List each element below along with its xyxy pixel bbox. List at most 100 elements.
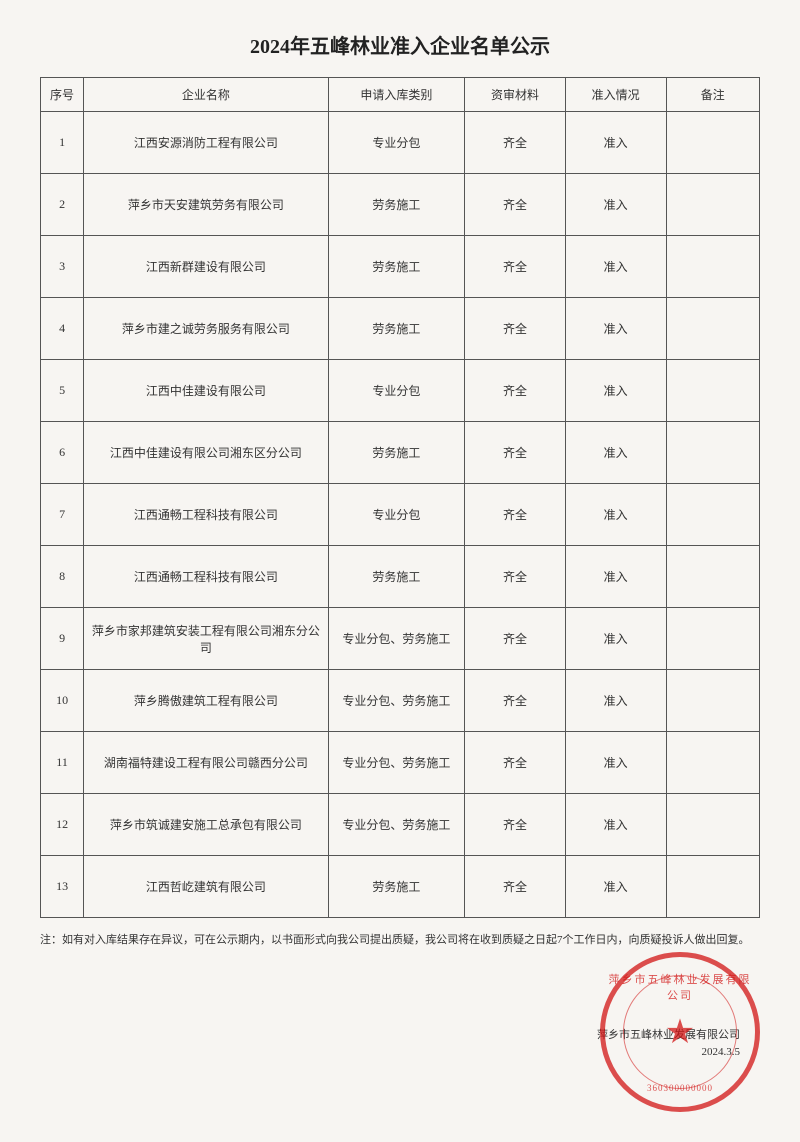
table-cell: 准入	[565, 174, 666, 236]
table-cell: 齐全	[465, 174, 566, 236]
table-cell: 8	[41, 546, 84, 608]
table-cell: 萍乡腾傲建筑工程有限公司	[84, 670, 328, 732]
table-row: 9萍乡市家邦建筑安装工程有限公司湘东分公司专业分包、劳务施工齐全准入	[41, 608, 760, 670]
table-cell: 齐全	[465, 298, 566, 360]
footnote-text: 注：如有对入库结果存在异议，可在公示期内，以书面形式向我公司提出质疑，我公司将在…	[40, 932, 760, 950]
table-cell: 11	[41, 732, 84, 794]
table-cell: 劳务施工	[328, 422, 465, 484]
table-cell: 准入	[565, 236, 666, 298]
table-cell: 齐全	[465, 546, 566, 608]
table-cell	[666, 174, 760, 236]
table-cell: 9	[41, 608, 84, 670]
table-cell: 齐全	[465, 422, 566, 484]
stamp-code-text: 360300000000	[605, 1083, 755, 1093]
table-cell: 劳务施工	[328, 174, 465, 236]
table-cell: 4	[41, 298, 84, 360]
table-cell: 专业分包	[328, 360, 465, 422]
table-row: 3江西新群建设有限公司劳务施工齐全准入	[41, 236, 760, 298]
col-header-name: 企业名称	[84, 78, 328, 112]
table-cell: 江西通畅工程科技有限公司	[84, 484, 328, 546]
table-cell: 准入	[565, 546, 666, 608]
table-cell: 2	[41, 174, 84, 236]
table-row: 13江西哲屹建筑有限公司劳务施工齐全准入	[41, 856, 760, 918]
col-header-seq: 序号	[41, 78, 84, 112]
table-cell: 7	[41, 484, 84, 546]
table-row: 7江西通畅工程科技有限公司专业分包齐全准入	[41, 484, 760, 546]
table-cell	[666, 546, 760, 608]
table-cell: 专业分包、劳务施工	[328, 794, 465, 856]
table-cell: 10	[41, 670, 84, 732]
table-cell: 劳务施工	[328, 546, 465, 608]
table-cell: 江西通畅工程科技有限公司	[84, 546, 328, 608]
table-cell: 准入	[565, 112, 666, 174]
table-cell: 江西新群建设有限公司	[84, 236, 328, 298]
table-cell: 齐全	[465, 360, 566, 422]
table-cell: 专业分包、劳务施工	[328, 670, 465, 732]
signature-company: 萍乡市五峰林业发展有限公司	[597, 1027, 740, 1045]
table-cell: 江西哲屹建筑有限公司	[84, 856, 328, 918]
table-cell: 准入	[565, 422, 666, 484]
table-cell: 齐全	[465, 112, 566, 174]
signature-block: 萍乡市五峰林业发展有限公司 2024.3.5	[597, 1027, 740, 1062]
table-cell: 劳务施工	[328, 236, 465, 298]
table-cell: 6	[41, 422, 84, 484]
table-cell	[666, 794, 760, 856]
table-cell: 专业分包	[328, 112, 465, 174]
table-row: 2萍乡市天安建筑劳务有限公司劳务施工齐全准入	[41, 174, 760, 236]
signature-date: 2024.3.5	[597, 1044, 740, 1062]
table-cell: 湖南福特建设工程有限公司赣西分公司	[84, 732, 328, 794]
table-row: 4萍乡市建之诚劳务服务有限公司劳务施工齐全准入	[41, 298, 760, 360]
table-row: 1江西安源消防工程有限公司专业分包齐全准入	[41, 112, 760, 174]
table-row: 11湖南福特建设工程有限公司赣西分公司专业分包、劳务施工齐全准入	[41, 732, 760, 794]
table-cell: 齐全	[465, 794, 566, 856]
table-cell: 萍乡市家邦建筑安装工程有限公司湘东分公司	[84, 608, 328, 670]
table-cell: 江西中佳建设有限公司	[84, 360, 328, 422]
table-cell: 5	[41, 360, 84, 422]
document-title: 2024年五峰林业准入企业名单公示	[40, 30, 760, 59]
table-row: 8江西通畅工程科技有限公司劳务施工齐全准入	[41, 546, 760, 608]
table-cell: 专业分包、劳务施工	[328, 732, 465, 794]
table-row: 6江西中佳建设有限公司湘东区分公司劳务施工齐全准入	[41, 422, 760, 484]
table-row: 5江西中佳建设有限公司专业分包齐全准入	[41, 360, 760, 422]
table-cell: 江西中佳建设有限公司湘东区分公司	[84, 422, 328, 484]
table-cell	[666, 360, 760, 422]
table-header-row: 序号 企业名称 申请入库类别 资审材料 准入情况 备注	[41, 78, 760, 112]
col-header-status: 准入情况	[565, 78, 666, 112]
table-cell: 萍乡市建之诚劳务服务有限公司	[84, 298, 328, 360]
table-cell: 准入	[565, 732, 666, 794]
table-cell: 萍乡市天安建筑劳务有限公司	[84, 174, 328, 236]
table-cell: 齐全	[465, 236, 566, 298]
table-cell	[666, 608, 760, 670]
table-cell: 齐全	[465, 608, 566, 670]
table-cell: 13	[41, 856, 84, 918]
table-cell: 准入	[565, 298, 666, 360]
table-cell: 准入	[565, 794, 666, 856]
table-cell: 准入	[565, 608, 666, 670]
table-row: 10萍乡腾傲建筑工程有限公司专业分包、劳务施工齐全准入	[41, 670, 760, 732]
table-cell: 专业分包	[328, 484, 465, 546]
table-cell: 12	[41, 794, 84, 856]
table-cell	[666, 236, 760, 298]
table-cell: 齐全	[465, 856, 566, 918]
table-row: 12萍乡市筑诚建安施工总承包有限公司专业分包、劳务施工齐全准入	[41, 794, 760, 856]
table-cell: 萍乡市筑诚建安施工总承包有限公司	[84, 794, 328, 856]
table-cell	[666, 732, 760, 794]
col-header-material: 资审材料	[465, 78, 566, 112]
col-header-category: 申请入库类别	[328, 78, 465, 112]
table-cell	[666, 484, 760, 546]
table-cell: 准入	[565, 856, 666, 918]
table-cell: 3	[41, 236, 84, 298]
table-cell: 劳务施工	[328, 298, 465, 360]
table-cell: 劳务施工	[328, 856, 465, 918]
table-cell	[666, 298, 760, 360]
table-cell	[666, 422, 760, 484]
table-cell	[666, 670, 760, 732]
table-cell: 准入	[565, 670, 666, 732]
table-cell: 齐全	[465, 732, 566, 794]
table-cell: 准入	[565, 360, 666, 422]
table-cell: 专业分包、劳务施工	[328, 608, 465, 670]
table-cell: 齐全	[465, 670, 566, 732]
table-cell: 齐全	[465, 484, 566, 546]
stamp-org-text: 萍乡市五峰林业发展有限公司	[605, 971, 755, 1003]
company-table: 序号 企业名称 申请入库类别 资审材料 准入情况 备注 1江西安源消防工程有限公…	[40, 77, 760, 918]
